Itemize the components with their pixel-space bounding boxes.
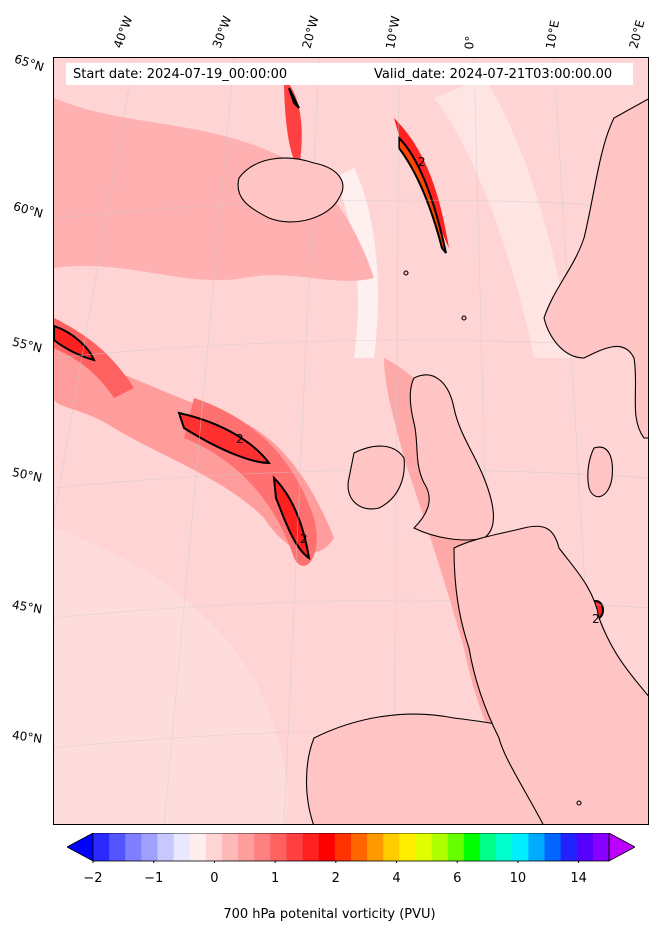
colorbar-swatch [431,833,449,861]
colorbar-swatch [544,833,562,861]
colorbar-swatch [367,833,384,861]
lat-label-60n: 60°N [11,199,45,221]
colorbar-swatch [592,833,610,861]
colorbar-swatch [254,833,271,861]
colorbar-swatch [383,833,400,861]
colorbar-swatch [125,833,142,861]
colorbar-tick-label: 10 [509,871,527,886]
colorbar-tick-label: 4 [392,871,401,886]
colorbar-tick-label: 2 [331,871,340,886]
colorbar-tick-label: 1 [270,871,280,886]
contour-label: 2 [592,612,600,626]
colorbar-swatch [222,833,239,861]
colorbar-swatch [205,833,223,861]
contour-label: 2 [300,532,308,546]
colorbar-swatch [109,833,126,861]
pv-field-map: 2 2 2 2 [54,58,648,824]
colorbar-tick-label: −2 [83,871,103,886]
colorbar-swatch [512,833,529,861]
colorbar-extend-max [608,833,635,862]
colorbar-swatch [447,833,465,861]
colorbar-swatch [528,833,545,861]
colorbar-swatch [270,833,287,861]
lon-label-0: 0° [462,35,478,50]
colorbar-swatch [189,833,207,861]
colorbar-swatch [238,833,255,861]
lat-label-50n: 50°N [10,465,44,485]
lon-label-40w: 40°W [110,14,136,50]
colorbar-swatch [93,833,110,861]
colorbar-swatch [399,833,416,861]
colorbar-swatch [334,833,352,861]
colorbar-swatch [576,833,594,861]
colorbar-swatch [141,833,158,861]
lon-label-30w: 30°W [209,14,235,50]
start-date-text: Start date: 2024-07-19_00:00:00 [73,67,288,82]
lat-label-65n: 65°N [12,51,46,75]
colorbar-swatch [496,833,513,861]
colorbar-swatch [173,833,191,861]
colorbar-tick-label: 14 [570,871,587,886]
colorbar-swatch [302,833,320,861]
lon-label-10w: 10°W [383,14,403,50]
colorbar-swatch [318,833,336,861]
lon-label-20e: 20°E [626,18,648,50]
colorbar-swatch [480,833,497,861]
lon-label-20w: 20°W [299,14,322,51]
colorbar [67,833,635,863]
colorbar-swatch [415,833,433,861]
colorbar-swatch [463,833,481,861]
contour-label: 2 [236,432,244,446]
colorbar-extend-min [67,833,94,862]
colorbar-tick-label: −1 [144,871,164,886]
colorbar-swatch [157,833,175,861]
map-panel: 2 2 2 2 [53,57,649,825]
colorbar-swatch [351,833,368,861]
valid-date-text: Valid_date: 2024-07-21T03:00:00.00 [374,67,613,82]
colorbar-tick-label: 6 [453,871,462,886]
lat-label-55n: 55°N [10,334,44,356]
colorbar-tick-label: 0 [210,871,219,886]
lat-label-45n: 45°N [11,597,44,617]
lon-label-10e: 10°E [543,19,563,50]
colorbar-label: 700 hPa potenital vorticity (PVU) [223,907,436,922]
colorbar-swatch [560,833,578,861]
lat-label-40n: 40°N [11,727,44,747]
colorbar-swatch [286,833,304,861]
contour-label: 2 [418,155,426,169]
date-header-bar [66,63,633,85]
